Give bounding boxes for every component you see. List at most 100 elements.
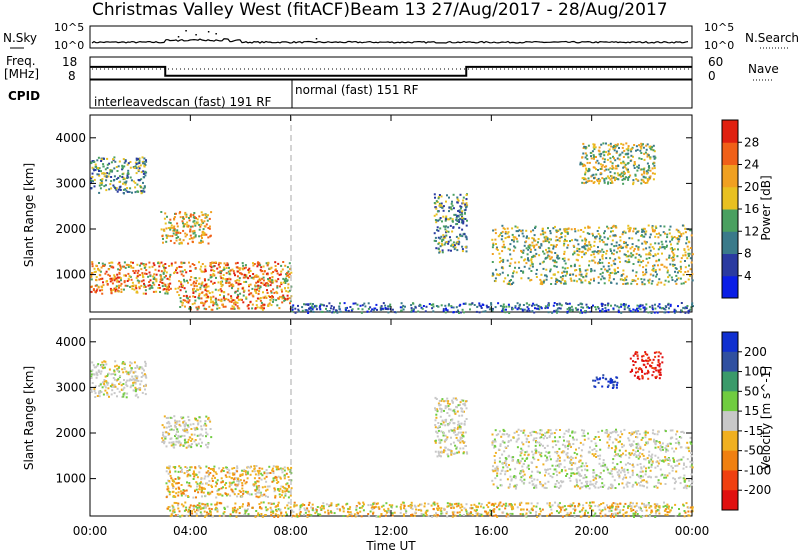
heatmap-cell xyxy=(441,251,444,254)
heatmap-cell xyxy=(469,507,472,510)
heatmap-cell xyxy=(615,150,618,153)
heatmap-cell xyxy=(584,311,587,314)
heatmap-cell xyxy=(559,280,562,283)
heatmap-cell xyxy=(445,512,448,515)
heatmap-cell xyxy=(625,275,628,278)
heatmap-cell xyxy=(187,445,190,448)
heatmap-cell xyxy=(257,472,260,475)
heatmap-cell xyxy=(225,297,228,300)
heatmap-cell xyxy=(130,379,133,382)
power-data xyxy=(90,142,694,314)
heatmap-cell xyxy=(105,175,108,178)
heatmap-cell xyxy=(552,247,555,250)
heatmap-cell xyxy=(198,228,201,231)
heatmap-cell xyxy=(348,508,351,510)
heatmap-cell xyxy=(646,153,649,156)
heatmap-cell xyxy=(624,260,627,263)
heatmap-cell xyxy=(128,191,131,193)
heatmap-cell xyxy=(461,216,464,219)
heatmap-cell xyxy=(586,306,589,309)
heatmap-cell xyxy=(651,172,654,175)
heatmap-cell xyxy=(455,235,458,238)
heatmap-cell xyxy=(403,514,405,517)
heatmap-cell xyxy=(249,283,252,286)
heatmap-cell xyxy=(595,168,597,171)
heatmap-cell xyxy=(572,508,575,511)
heatmap-cell xyxy=(173,229,176,232)
heatmap-cell xyxy=(445,241,448,243)
heatmap-cell xyxy=(179,306,182,308)
heatmap-cell xyxy=(603,161,606,163)
heatmap-cell xyxy=(270,272,273,275)
heatmap-cell xyxy=(377,515,379,518)
heatmap-cell xyxy=(355,508,358,511)
heatmap-cell xyxy=(228,485,231,488)
heatmap-cell xyxy=(98,191,101,194)
heatmap-cell xyxy=(555,229,558,232)
heatmap-cell xyxy=(111,279,114,282)
heatmap-cell xyxy=(576,239,579,242)
heatmap-cell xyxy=(175,487,178,490)
heatmap-cell xyxy=(99,182,102,185)
heatmap-cell xyxy=(461,202,464,205)
heatmap-cell xyxy=(199,445,202,448)
heatmap-cell xyxy=(611,503,614,506)
heatmap-cell xyxy=(98,392,100,395)
heatmap-cell xyxy=(649,233,652,236)
heatmap-cell xyxy=(238,480,241,483)
heatmap-cell xyxy=(632,308,635,311)
heatmap-cell xyxy=(167,479,170,482)
heatmap-cell xyxy=(563,509,566,512)
heatmap-cell xyxy=(162,241,164,244)
heatmap-cell xyxy=(126,175,129,178)
heatmap-cell xyxy=(654,225,657,228)
heatmap-cell xyxy=(176,222,179,225)
heatmap-cell xyxy=(459,218,462,221)
heatmap-cell xyxy=(635,145,638,148)
heatmap-cell xyxy=(566,311,569,314)
heatmap-cell xyxy=(607,150,610,153)
heatmap-cell xyxy=(264,495,267,498)
heatmap-cell xyxy=(188,509,191,512)
heatmap-cell xyxy=(446,194,448,197)
heatmap-cell xyxy=(464,204,467,207)
heatmap-cell xyxy=(119,284,122,287)
heatmap-cell xyxy=(563,282,566,285)
heatmap-cell xyxy=(547,227,549,230)
heatmap-cell xyxy=(623,230,626,233)
heatmap-cell xyxy=(674,503,677,506)
heatmap-cell xyxy=(272,472,275,475)
heatmap-cell xyxy=(346,306,348,309)
heatmap-cell xyxy=(193,504,196,507)
heatmap-cell xyxy=(200,282,203,285)
heatmap-cell xyxy=(514,266,516,269)
heatmap-cell xyxy=(221,277,224,280)
heatmap-cell xyxy=(129,166,132,169)
heatmap-cell xyxy=(638,157,641,160)
heatmap-cell xyxy=(678,513,681,516)
nsky-spike xyxy=(207,31,210,33)
heatmap-cell xyxy=(577,502,580,505)
heatmap-cell xyxy=(169,515,172,518)
heatmap-cell xyxy=(684,511,687,514)
heatmap-cell xyxy=(548,250,551,253)
heatmap-cell xyxy=(600,510,603,513)
heatmap-cell xyxy=(319,506,322,509)
heatmap-cell xyxy=(456,249,459,252)
heatmap-cell xyxy=(287,286,290,289)
heatmap-cell xyxy=(126,163,129,166)
heatmap-cell xyxy=(130,285,133,288)
heatmap-cell xyxy=(654,242,657,245)
heatmap-cell xyxy=(653,157,656,160)
heatmap-cell xyxy=(405,511,407,514)
heatmap-cell xyxy=(641,509,644,512)
heatmap-cell xyxy=(679,311,682,314)
heatmap-cell xyxy=(528,310,531,312)
heatmap-cell xyxy=(115,277,118,280)
heatmap-cell xyxy=(528,303,531,306)
heatmap-cell xyxy=(407,505,410,507)
heatmap-cell xyxy=(640,152,643,154)
heatmap-cell xyxy=(141,160,144,163)
heatmap-cell xyxy=(164,212,167,215)
heatmap-cell xyxy=(454,246,457,249)
